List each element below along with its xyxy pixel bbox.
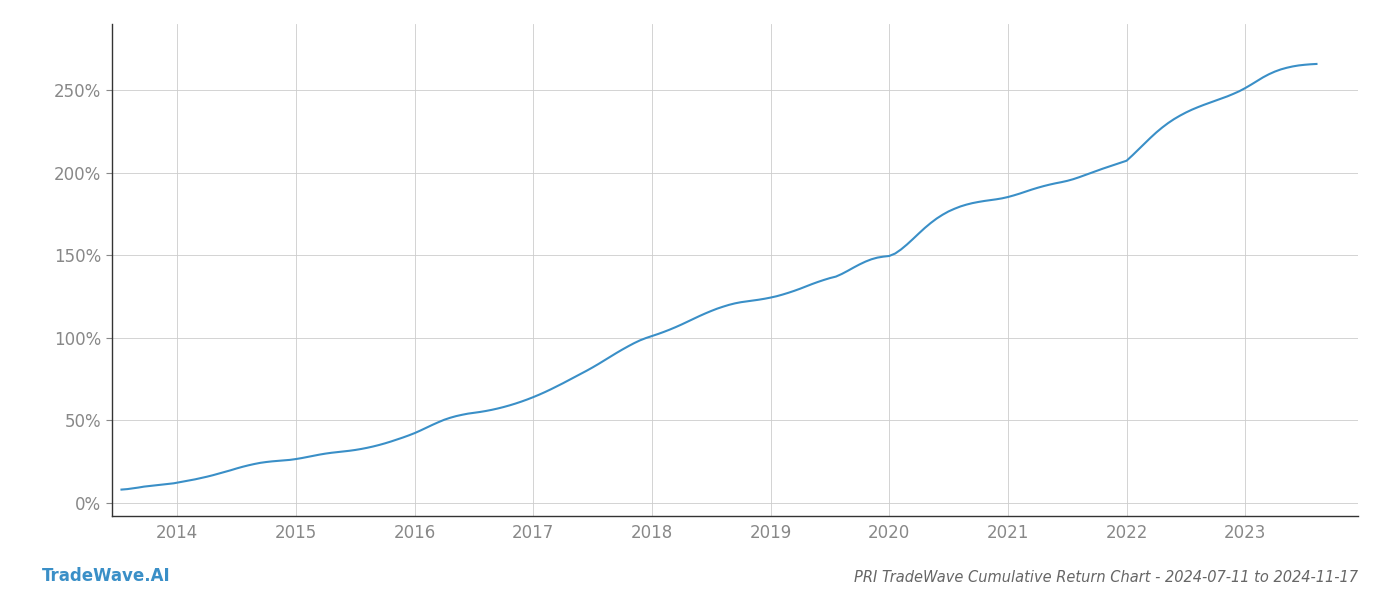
- Text: PRI TradeWave Cumulative Return Chart - 2024-07-11 to 2024-11-17: PRI TradeWave Cumulative Return Chart - …: [854, 570, 1358, 585]
- Text: TradeWave.AI: TradeWave.AI: [42, 567, 171, 585]
